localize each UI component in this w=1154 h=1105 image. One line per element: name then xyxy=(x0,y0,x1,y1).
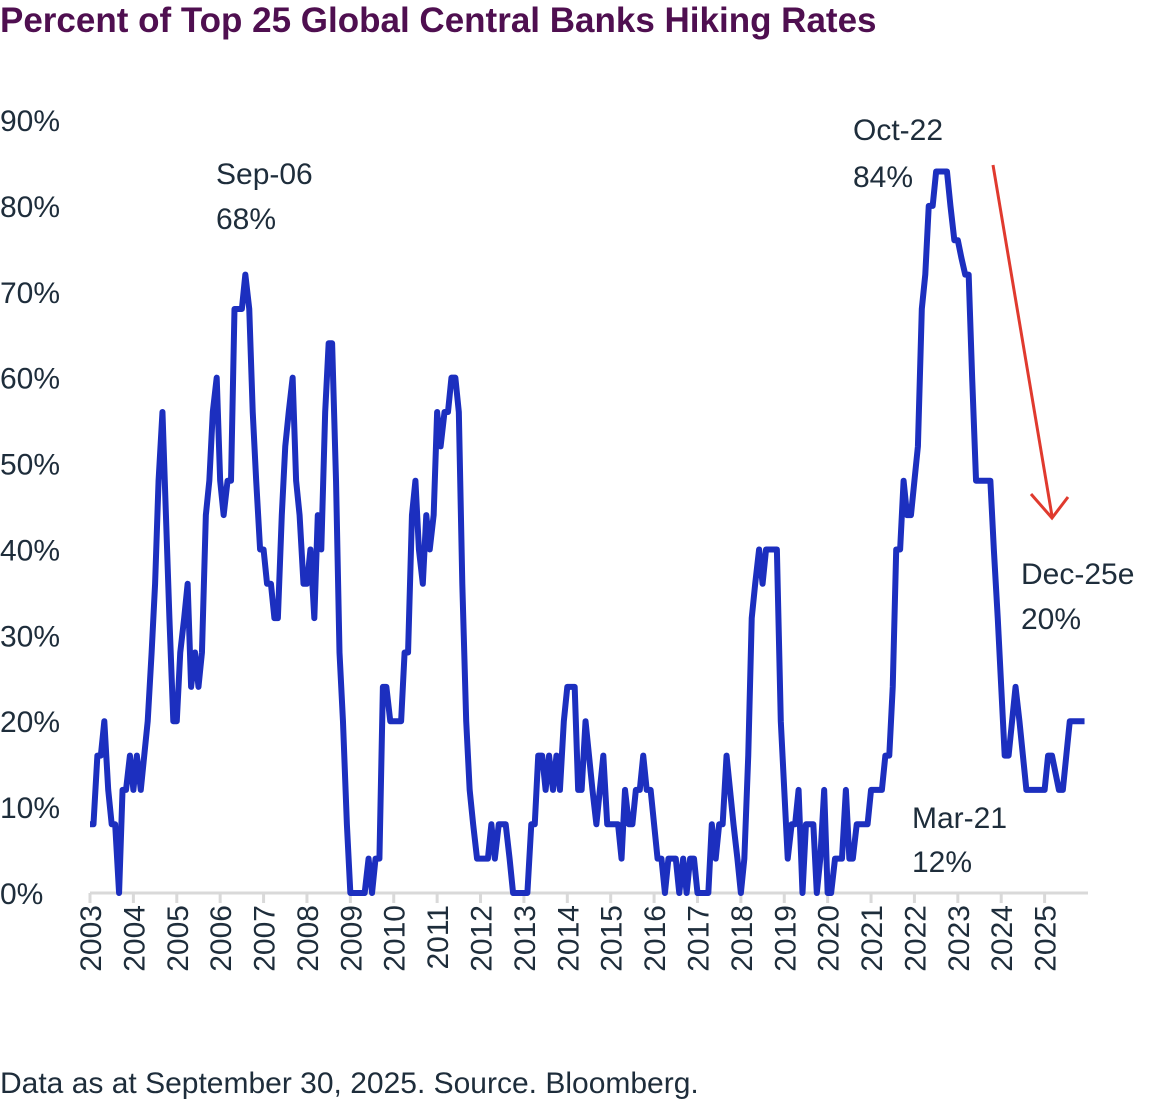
y-tick-label: 80% xyxy=(0,191,60,224)
x-tick-label: 2016 xyxy=(639,905,672,972)
annotation: 84% xyxy=(853,161,913,194)
x-tick-label: 2015 xyxy=(596,905,629,972)
x-tick-label: 2018 xyxy=(726,905,759,972)
y-tick-label: 40% xyxy=(0,534,60,567)
footnote: Data as at September 30, 2025. Source. B… xyxy=(0,1067,699,1100)
x-tick-label: 2007 xyxy=(249,905,282,972)
x-tick-label: 2004 xyxy=(118,905,151,972)
trend-arrow xyxy=(991,164,1054,517)
trend-arrowhead xyxy=(1029,493,1070,521)
x-tick-label: 2025 xyxy=(1030,905,1063,972)
y-tick-label: 10% xyxy=(0,792,60,825)
x-tick-label: 2019 xyxy=(769,905,802,972)
x-tick-label: 2003 xyxy=(75,905,108,972)
annotation: Dec-25e xyxy=(1021,558,1134,591)
x-tick-label: 2017 xyxy=(682,905,715,972)
y-tick-label: 0% xyxy=(0,878,43,911)
x-tick-label: 2009 xyxy=(335,905,368,972)
x-tick-label: 2008 xyxy=(292,905,325,972)
y-tick-label: 90% xyxy=(0,105,60,138)
x-tick-label: 2010 xyxy=(379,905,412,972)
x-tick-label: 2014 xyxy=(552,905,585,972)
x-tick-label: 2024 xyxy=(986,905,1019,972)
y-tick-label: 50% xyxy=(0,449,60,482)
x-tick-label: 2011 xyxy=(422,905,455,970)
y-tick-label: 70% xyxy=(0,277,60,310)
x-tick-label: 2020 xyxy=(813,905,846,972)
x-tick-label: 2006 xyxy=(205,905,238,972)
y-tick-label: 30% xyxy=(0,620,60,653)
chart-title: Percent of Top 25 Global Central Banks H… xyxy=(0,1,877,40)
x-tick-label: 2022 xyxy=(899,905,932,972)
annotation: 12% xyxy=(912,846,972,879)
annotation: Mar-21 xyxy=(912,802,1007,835)
x-tick-label: 2021 xyxy=(856,905,889,972)
y-tick-label: 60% xyxy=(0,363,60,396)
x-tick-label: 2013 xyxy=(509,905,542,972)
annotation: Oct-22 xyxy=(853,114,943,147)
annotation: Sep-06 xyxy=(216,158,313,191)
x-tick-label: 2005 xyxy=(162,905,195,972)
x-tick-label: 2012 xyxy=(466,905,499,972)
x-tick-label: 2023 xyxy=(943,905,976,972)
y-tick-label: 20% xyxy=(0,706,60,739)
data-line xyxy=(90,168,1085,896)
annotation: 68% xyxy=(216,203,276,236)
annotation: 20% xyxy=(1021,603,1081,636)
